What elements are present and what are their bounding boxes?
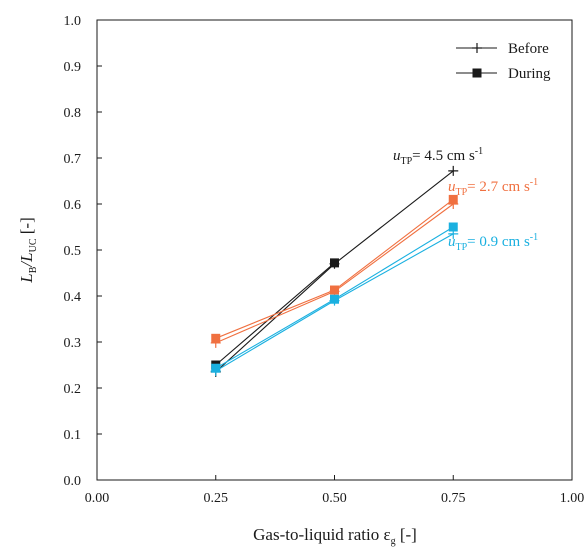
series-annotation-0: uTP= 4.5 cm s-1 bbox=[393, 146, 483, 167]
y-tick-label: 0.8 bbox=[64, 106, 82, 121]
y-tick-label: 1.0 bbox=[64, 14, 82, 29]
y-tick-label: 0.9 bbox=[64, 60, 82, 75]
data-point-0-before bbox=[448, 165, 459, 176]
data-point-2-during bbox=[330, 294, 339, 304]
data-point-1-during bbox=[330, 285, 339, 295]
y-tick-label: 0.7 bbox=[64, 152, 82, 167]
data-point-0-during bbox=[330, 258, 339, 268]
legend-marker-plus bbox=[472, 43, 482, 53]
legend-label: During bbox=[508, 66, 551, 82]
y-tick-label: 0.2 bbox=[64, 382, 82, 397]
legend-label: Before bbox=[508, 41, 549, 57]
tick-group: 0.00 0.25 0.50 0.75 1.00 0.0 0.1 0.2 0.3 0.4 0.5 0.… bbox=[64, 14, 585, 506]
legend: Before During bbox=[456, 41, 551, 82]
series-group bbox=[210, 165, 459, 377]
plot-frame-group bbox=[96, 19, 573, 481]
series-line-1-before bbox=[215, 203, 454, 344]
x-tick-label: 0.50 bbox=[322, 491, 347, 506]
series-annotation-1: uTP= 2.7 cm s-1 bbox=[448, 177, 538, 198]
legend-marker-square bbox=[472, 68, 482, 78]
data-point-1-during bbox=[448, 194, 458, 204]
plot-frame bbox=[96, 19, 573, 481]
y-tick-label: 0.1 bbox=[64, 428, 82, 443]
data-point-2-during bbox=[448, 222, 458, 232]
data-point-2-during bbox=[211, 363, 221, 373]
y-tick-label: 0.3 bbox=[64, 336, 82, 351]
series-annotation-2: uTP= 0.9 cm s-1 bbox=[448, 232, 538, 253]
series-line-1-during bbox=[215, 198, 454, 339]
annotation-group: uTP= 4.5 cm s-1 uTP= 2.7 cm s-1 uTP= 0.9 c… bbox=[393, 146, 538, 253]
x-tick-label: 1.00 bbox=[560, 491, 585, 506]
series-line-0-before bbox=[215, 170, 454, 373]
y-tick-label: 0.6 bbox=[64, 198, 82, 213]
x-tick-label: 0.25 bbox=[204, 491, 229, 506]
y-tick-label: 0.0 bbox=[64, 474, 82, 489]
y-tick-label: 0.4 bbox=[64, 290, 82, 305]
x-tick-label: 0.75 bbox=[441, 491, 466, 506]
data-point-1-during bbox=[211, 333, 221, 343]
y-tick-label: 0.5 bbox=[64, 244, 82, 259]
y-axis-label: LB/LUC [-] bbox=[17, 217, 39, 283]
x-axis-label: Gas-to-liquid ratio εg [-] bbox=[253, 525, 417, 547]
x-tick-label: 0.00 bbox=[85, 491, 110, 506]
